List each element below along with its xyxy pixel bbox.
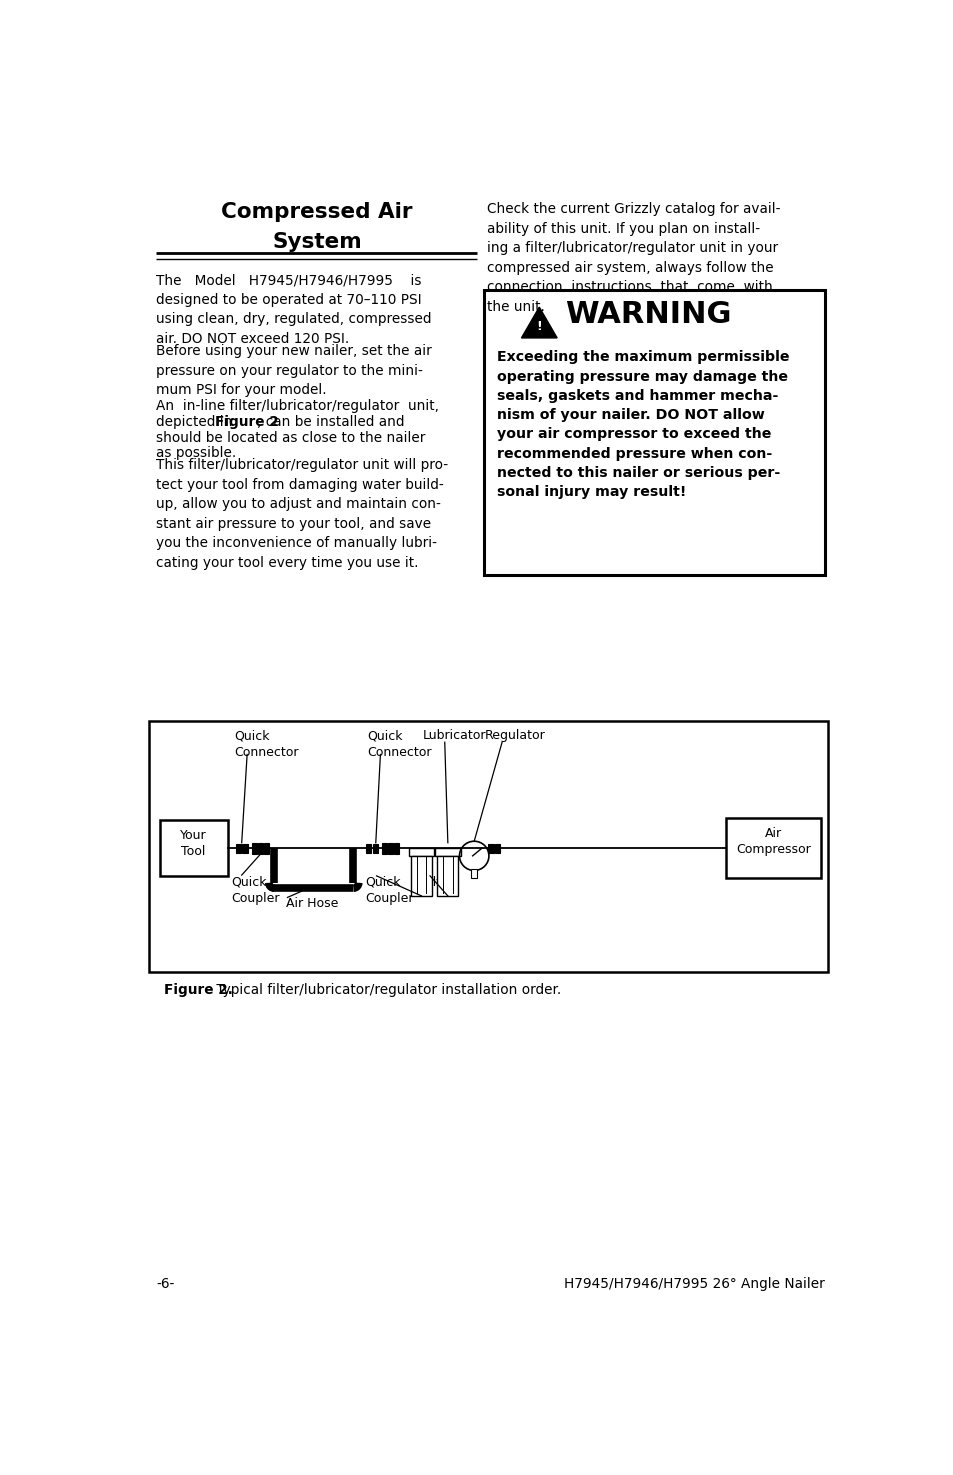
- Bar: [488, 844, 493, 853]
- Bar: [235, 844, 241, 853]
- Text: Figure 2.: Figure 2.: [164, 984, 233, 997]
- Bar: [373, 844, 377, 853]
- Text: Filter: Filter: [423, 876, 455, 889]
- Text: Your
Tool: Your Tool: [180, 829, 207, 858]
- Bar: [495, 844, 500, 853]
- Text: H7945/H7946/H7995 26° Angle Nailer: H7945/H7946/H7995 26° Angle Nailer: [563, 1277, 823, 1291]
- Bar: [159, 820, 228, 876]
- Text: Quick
Coupler: Quick Coupler: [365, 876, 414, 906]
- Text: Lubricator: Lubricator: [422, 729, 486, 742]
- Bar: [242, 844, 248, 853]
- Bar: [435, 848, 460, 855]
- Text: Regulator: Regulator: [484, 729, 545, 742]
- Text: This filter/lubricator/regulator unit will pro-
tect your tool from damaging wat: This filter/lubricator/regulator unit wi…: [156, 459, 448, 569]
- Text: Air Hose: Air Hose: [286, 897, 338, 910]
- Text: Quick
Connector: Quick Connector: [233, 729, 298, 758]
- Text: , can be installed and: , can be installed and: [256, 414, 404, 429]
- Bar: [471, 869, 476, 878]
- Bar: [257, 842, 262, 854]
- Text: Quick
Connector: Quick Connector: [367, 729, 432, 758]
- Bar: [365, 844, 371, 853]
- Text: should be located as close to the nailer: should be located as close to the nailer: [156, 431, 425, 444]
- Bar: [382, 842, 386, 854]
- Bar: [411, 855, 432, 895]
- Polygon shape: [521, 307, 557, 338]
- Bar: [252, 842, 256, 854]
- Text: System: System: [272, 232, 361, 252]
- Text: WARNING: WARNING: [564, 301, 731, 329]
- Bar: [264, 842, 269, 854]
- Text: The   Model   H7945/H7946/H7995    is
designed to be operated at 70–110 PSI
usin: The Model H7945/H7946/H7995 is designed …: [156, 273, 432, 345]
- Text: as possible.: as possible.: [156, 447, 236, 460]
- Bar: [725, 819, 820, 878]
- Text: Exceeding the maximum permissible
operating pressure may damage the
seals, gaske: Exceeding the maximum permissible operat…: [497, 350, 789, 499]
- Bar: [483, 291, 823, 575]
- Text: Air
Compressor: Air Compressor: [735, 827, 810, 857]
- Bar: [436, 855, 457, 895]
- Text: depicted in: depicted in: [156, 414, 237, 429]
- Bar: [408, 848, 434, 855]
- Text: Check the current Grizzly catalog for avail-
ability of this unit. If you plan o: Check the current Grizzly catalog for av…: [486, 202, 780, 314]
- Text: -6-: -6-: [156, 1277, 174, 1291]
- Text: Before using your new nailer, set the air
pressure on your regulator to the mini: Before using your new nailer, set the ai…: [156, 344, 432, 397]
- Text: Quick
Coupler: Quick Coupler: [231, 875, 279, 904]
- Text: Compressed Air: Compressed Air: [221, 202, 413, 223]
- Text: Figure 2: Figure 2: [214, 414, 278, 429]
- Bar: [388, 842, 393, 854]
- Bar: [394, 842, 398, 854]
- Text: An  in-line filter/lubricator/regulator  unit,: An in-line filter/lubricator/regulator u…: [156, 398, 439, 413]
- Text: !: !: [536, 320, 541, 333]
- Bar: [149, 721, 827, 972]
- Text: Typical filter/lubricator/regulator installation order.: Typical filter/lubricator/regulator inst…: [212, 984, 561, 997]
